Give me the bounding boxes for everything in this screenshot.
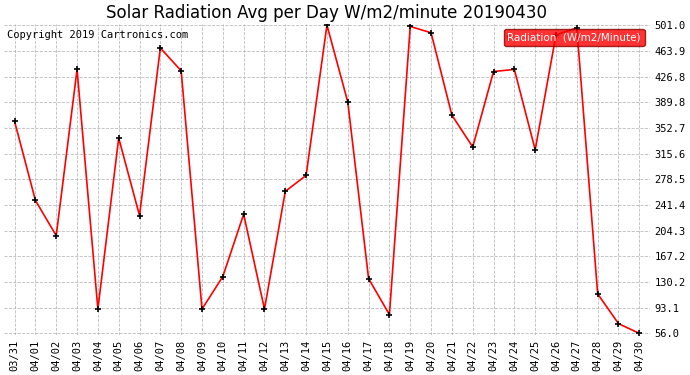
Text: Copyright 2019 Cartronics.com: Copyright 2019 Cartronics.com [7,30,188,40]
Legend: Radiation  (W/m2/Minute): Radiation (W/m2/Minute) [504,29,644,46]
Title: Solar Radiation Avg per Day W/m2/minute 20190430: Solar Radiation Avg per Day W/m2/minute … [106,4,547,22]
